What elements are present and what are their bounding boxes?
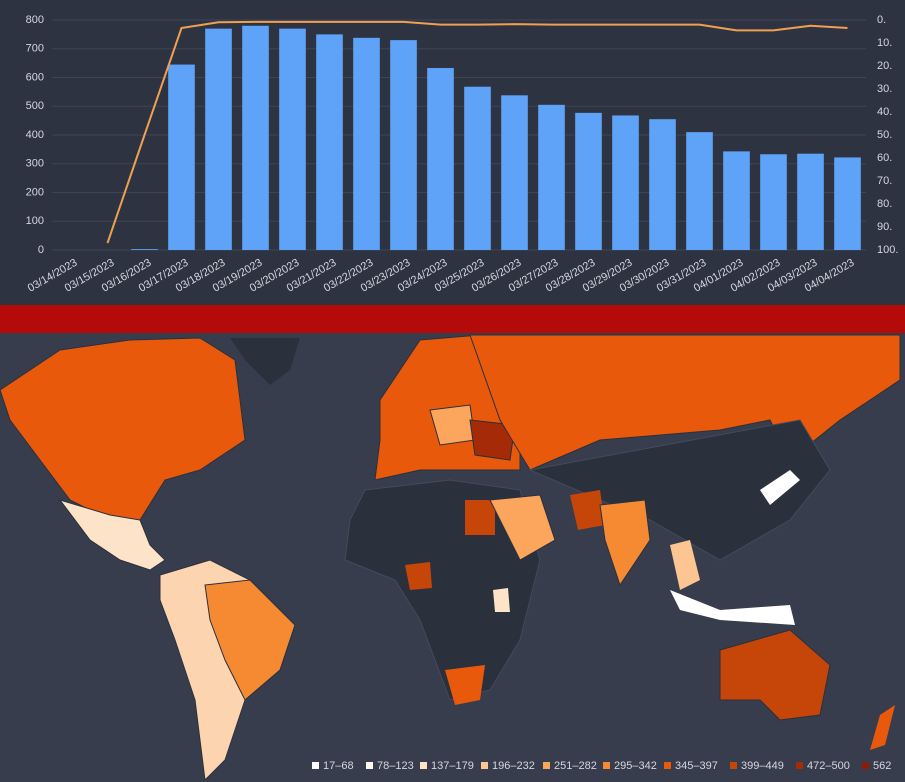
y-tick-label: 700 [26, 43, 44, 55]
y2-tick-label: 0. [877, 14, 886, 26]
india [599, 499, 651, 587]
legend-swatch [312, 762, 319, 769]
europe-region [469, 419, 516, 461]
line [106, 20, 848, 244]
legend-swatch [664, 762, 671, 769]
legend-swatch [420, 762, 427, 769]
legend-swatch [543, 762, 550, 769]
y2-tick-label: 10. [877, 37, 892, 49]
y2-tick-label: 80. [877, 198, 892, 210]
bar [427, 68, 454, 250]
y-tick-label: 0 [38, 244, 44, 256]
south-africa [445, 665, 485, 705]
legend-label: 345–397 [675, 760, 718, 772]
y2-tick-label: 40. [877, 106, 892, 118]
legend-label: 17–68 [323, 760, 354, 772]
y2-tick-label: 30. [877, 83, 892, 95]
arabia [489, 494, 556, 561]
legend-label: 78–123 [377, 760, 414, 772]
y-tick-label: 500 [26, 100, 44, 112]
y2-tick-label: 90. [877, 221, 892, 233]
legend-label: 137–179 [431, 760, 474, 772]
north-america [0, 337, 246, 521]
legend-label: 562 [873, 760, 891, 772]
egypt [465, 500, 495, 535]
legend-label: 399–449 [741, 760, 784, 772]
legend-swatch [366, 762, 373, 769]
mexico [58, 499, 166, 571]
bar [242, 25, 269, 250]
bar [538, 104, 565, 250]
bar [316, 34, 343, 250]
bar [131, 249, 158, 250]
y-tick-label: 200 [26, 186, 44, 198]
y-tick-label: 600 [26, 71, 44, 83]
legend-label: 196–232 [492, 760, 535, 772]
bar [797, 153, 824, 250]
legend-swatch [603, 762, 610, 769]
y2-tick-label: 50. [877, 129, 892, 141]
y-tick-label: 100 [26, 215, 44, 227]
legend-swatch [481, 762, 488, 769]
new-zealand [870, 705, 895, 750]
legend-swatch [730, 762, 737, 769]
legend-label: 295–342 [614, 760, 657, 772]
bar [390, 40, 417, 250]
kenya [493, 588, 510, 612]
y2-tick-label: 100. [877, 244, 898, 256]
legend-label: 251–282 [554, 760, 597, 772]
y2-tick-label: 60. [877, 152, 892, 164]
bar [464, 86, 491, 250]
bar [575, 112, 602, 250]
indonesia [670, 590, 795, 625]
bar [723, 151, 750, 250]
japan [760, 470, 800, 505]
y2-tick-label: 20. [877, 60, 892, 72]
legend-swatch [796, 762, 803, 769]
bar [168, 64, 195, 250]
bar [834, 157, 861, 250]
bar [279, 28, 306, 250]
brazil [204, 579, 296, 701]
legend-swatch [862, 762, 869, 769]
bar [760, 154, 787, 250]
y-tick-label: 400 [26, 129, 44, 141]
y-tick-label: 300 [26, 158, 44, 170]
bar [501, 95, 528, 250]
bar [353, 37, 380, 251]
southeast-asia [670, 540, 700, 590]
y-tick-label: 800 [26, 14, 44, 26]
greenland [230, 338, 300, 385]
world-map [0, 333, 905, 782]
asia [528, 419, 831, 561]
australia [719, 629, 831, 721]
pakistan [570, 490, 605, 530]
bar [686, 132, 713, 250]
nigeria [405, 562, 432, 590]
bar [649, 119, 676, 250]
legend-label: 472–500 [807, 760, 850, 772]
divider [0, 305, 905, 333]
y2-tick-label: 70. [877, 175, 892, 187]
bar [205, 28, 232, 250]
bar [612, 115, 639, 250]
